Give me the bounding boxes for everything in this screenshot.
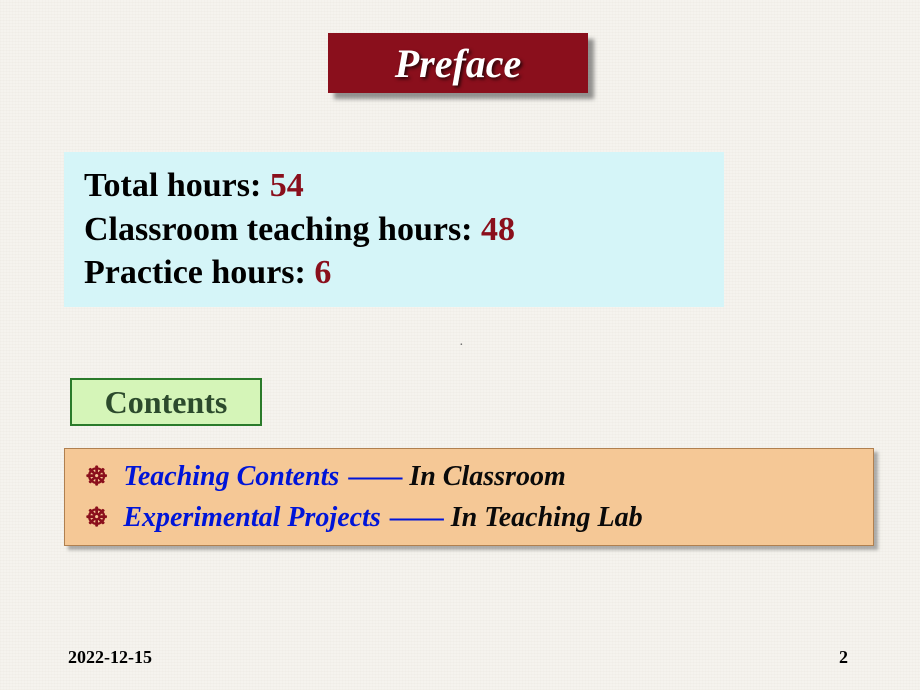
practice-hours-line: Practice hours: 6 (84, 251, 704, 295)
classroom-hours-line: Classroom teaching hours: 48 (84, 208, 704, 252)
list-item: ☸ Teaching Contents —— In Classroom (85, 457, 853, 498)
item-dash: —— (390, 502, 442, 533)
wheel-icon: ☸ (85, 503, 108, 532)
contents-label-text: Contents (105, 384, 228, 421)
classroom-hours-label: Classroom teaching hours: (84, 211, 481, 248)
page-title: Preface (395, 40, 522, 87)
classroom-hours-value: 48 (481, 211, 515, 248)
title-banner: Preface (328, 33, 588, 93)
wheel-icon: ☸ (85, 462, 108, 491)
item-dash: —— (348, 461, 400, 492)
list-item: ☸ Experimental Projects —— In Teaching L… (85, 498, 853, 539)
practice-hours-value: 6 (314, 254, 331, 291)
footer-page-number: 2 (839, 647, 848, 668)
item-location: In Classroom (402, 461, 565, 492)
contents-label-box: Contents (70, 378, 262, 426)
total-hours-label: Total hours: (84, 167, 270, 204)
total-hours-line: Total hours: 54 (84, 164, 704, 208)
item-title: Experimental Projects (123, 502, 387, 533)
practice-hours-label: Practice hours: (84, 254, 314, 291)
item-location: In Teaching Lab (444, 502, 643, 533)
center-dot: · (459, 338, 464, 354)
contents-items-panel: ☸ Teaching Contents —— In Classroom ☸ Ex… (64, 448, 874, 546)
item-title: Teaching Contents (123, 461, 346, 492)
total-hours-value: 54 (270, 167, 304, 204)
hours-panel: Total hours: 54 Classroom teaching hours… (64, 152, 724, 307)
footer-date: 2022-12-15 (68, 647, 152, 668)
